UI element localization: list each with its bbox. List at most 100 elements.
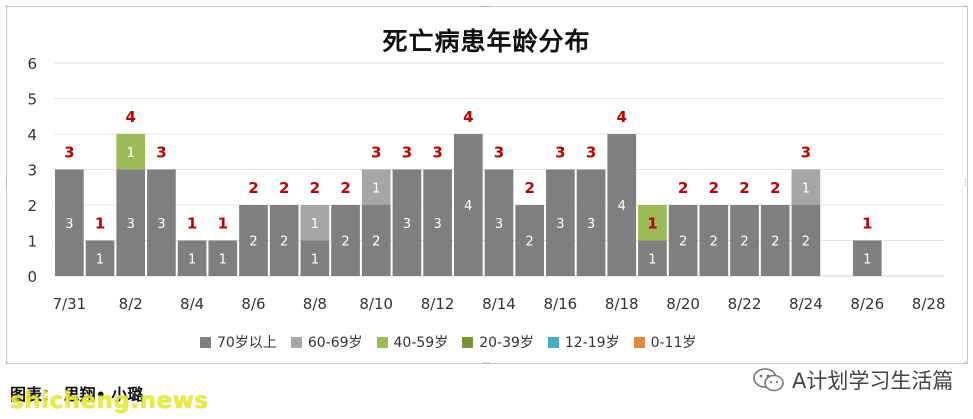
- bar-segment: [576, 169, 606, 276]
- resize-handle-right[interactable]: ⋮: [961, 178, 970, 187]
- resize-handle-bottom[interactable]: ⋯: [482, 358, 491, 367]
- x-tick-label: 8/2: [119, 295, 143, 313]
- x-tick-label: 8/20: [666, 295, 700, 313]
- bar-value-label: 2: [249, 235, 257, 250]
- legend-swatch: [633, 336, 645, 348]
- legend-swatch: [200, 336, 211, 348]
- total-label: 2: [739, 179, 749, 197]
- bar-segment: [269, 205, 299, 276]
- total-label: 3: [371, 144, 381, 162]
- bar-value-label: 2: [740, 235, 748, 250]
- bar-value-label: 2: [771, 235, 779, 250]
- bar-segment: [852, 240, 882, 276]
- bar-value-label: 2: [710, 235, 718, 250]
- bar-value-label: 3: [556, 217, 564, 232]
- legend-swatch: [290, 336, 302, 348]
- x-tick-label: 8/6: [241, 295, 265, 313]
- bar-value-label: 1: [802, 181, 810, 196]
- bar-value-label: 1: [188, 252, 196, 267]
- total-label: 3: [586, 144, 596, 162]
- x-tick-label: 8/28: [912, 295, 946, 313]
- bar-segment: [791, 169, 821, 205]
- resize-handle-topleft[interactable]: ◦: [4, 2, 9, 11]
- bar-segment: [55, 169, 84, 276]
- bar-value-label: 4: [464, 199, 472, 214]
- bar-segment: [361, 205, 391, 276]
- resize-handle-top[interactable]: ⋯: [482, 2, 491, 11]
- bar-segment: [208, 240, 238, 276]
- bar-segment: [638, 240, 667, 276]
- legend-label: 0-11岁: [650, 335, 697, 351]
- bar-segment: [361, 169, 391, 205]
- legend-label: 60-69岁: [307, 335, 363, 351]
- legend-item: 60-69岁: [290, 332, 363, 352]
- legend-item: 12-19岁: [547, 332, 620, 352]
- x-tick-label: 8/26: [850, 295, 884, 313]
- x-tick-label: 8/12: [421, 295, 455, 313]
- bar-value-label: 1: [863, 252, 871, 267]
- brand-label: A计划学习生活篇: [752, 365, 953, 395]
- bar-value-label: 3: [433, 217, 441, 232]
- legend-item: 40-59岁: [376, 332, 449, 352]
- bar-value-label: 3: [495, 217, 503, 232]
- legend-swatch: [376, 336, 388, 348]
- resize-handle-bottomright[interactable]: ◦: [963, 358, 968, 367]
- total-label: 3: [402, 144, 412, 162]
- total-label: 2: [279, 179, 289, 197]
- bar-segment: [239, 205, 268, 276]
- total-label: 4: [463, 108, 473, 126]
- bar-value-label: 1: [311, 217, 319, 232]
- chart-plot: 0 1 2 3 4 5 6 3 3 7/31 1 1 3 1 4 8/2 3 3 1 1 8/4 1 1 2 2 8/6 2 2 1 1 2…: [27, 55, 946, 313]
- bar-segment: [453, 134, 483, 276]
- legend-swatch: [462, 336, 474, 348]
- total-label: 1: [187, 215, 197, 233]
- x-tick-label: 8/22: [728, 295, 762, 313]
- y-tick-label: 4: [27, 126, 37, 144]
- y-tick-label: 6: [27, 55, 37, 73]
- total-label: 4: [617, 108, 627, 126]
- bar-segment: [607, 134, 637, 276]
- bar-segment: [116, 169, 146, 276]
- x-tick-label: 8/18: [605, 295, 639, 313]
- resize-handle-topright[interactable]: ◦: [963, 2, 968, 11]
- total-label: 1: [218, 215, 228, 233]
- bar-segment: [668, 205, 698, 276]
- bar-segment: [331, 205, 360, 276]
- brand-text: A计划学习生活篇: [792, 369, 954, 393]
- total-label: 2: [770, 179, 780, 197]
- bar-segment: [423, 169, 452, 276]
- total-label: 2: [524, 179, 534, 197]
- bar-segment: [300, 205, 330, 241]
- bar-segment: [515, 205, 545, 276]
- y-tick-label: 3: [27, 162, 37, 180]
- bar-segment: [484, 169, 514, 276]
- legend-label: 70岁以上: [217, 335, 277, 351]
- bar-value-label: 1: [648, 217, 656, 232]
- bar-value-label: 1: [219, 252, 227, 267]
- bar-value-label: 3: [587, 217, 595, 232]
- y-tick-label: 5: [27, 91, 37, 109]
- resize-handle-left[interactable]: ⋮: [2, 178, 11, 187]
- bar-value-label: 2: [372, 235, 380, 250]
- bar-segment: [177, 240, 207, 276]
- chart-legend: 70岁以上 60-69岁 40-59岁 20-39岁 12-19岁 0-11岁: [200, 331, 800, 353]
- total-label: 1: [862, 215, 872, 233]
- resize-handle-bottomleft[interactable]: ◦: [4, 358, 9, 367]
- total-label: 1: [647, 215, 657, 233]
- bar-value-label: 3: [65, 217, 73, 232]
- total-label: 2: [340, 179, 350, 197]
- total-label: 2: [310, 179, 320, 197]
- total-label: 2: [709, 179, 719, 197]
- legend-label: 40-59岁: [393, 335, 449, 351]
- bar-value-label: 2: [802, 235, 810, 250]
- bar-value-label: 1: [96, 252, 104, 267]
- bar-value-label: 1: [311, 252, 319, 267]
- x-tick-label: 8/14: [482, 295, 516, 313]
- legend-item: 0-11岁: [633, 332, 697, 352]
- total-label: 4: [126, 108, 136, 126]
- bar-value-label: 2: [526, 235, 534, 250]
- bar-value-label: 4: [618, 199, 626, 214]
- x-tick-label: 8/4: [180, 295, 204, 313]
- bar-value-label: 2: [679, 235, 687, 250]
- total-label: 3: [555, 144, 565, 162]
